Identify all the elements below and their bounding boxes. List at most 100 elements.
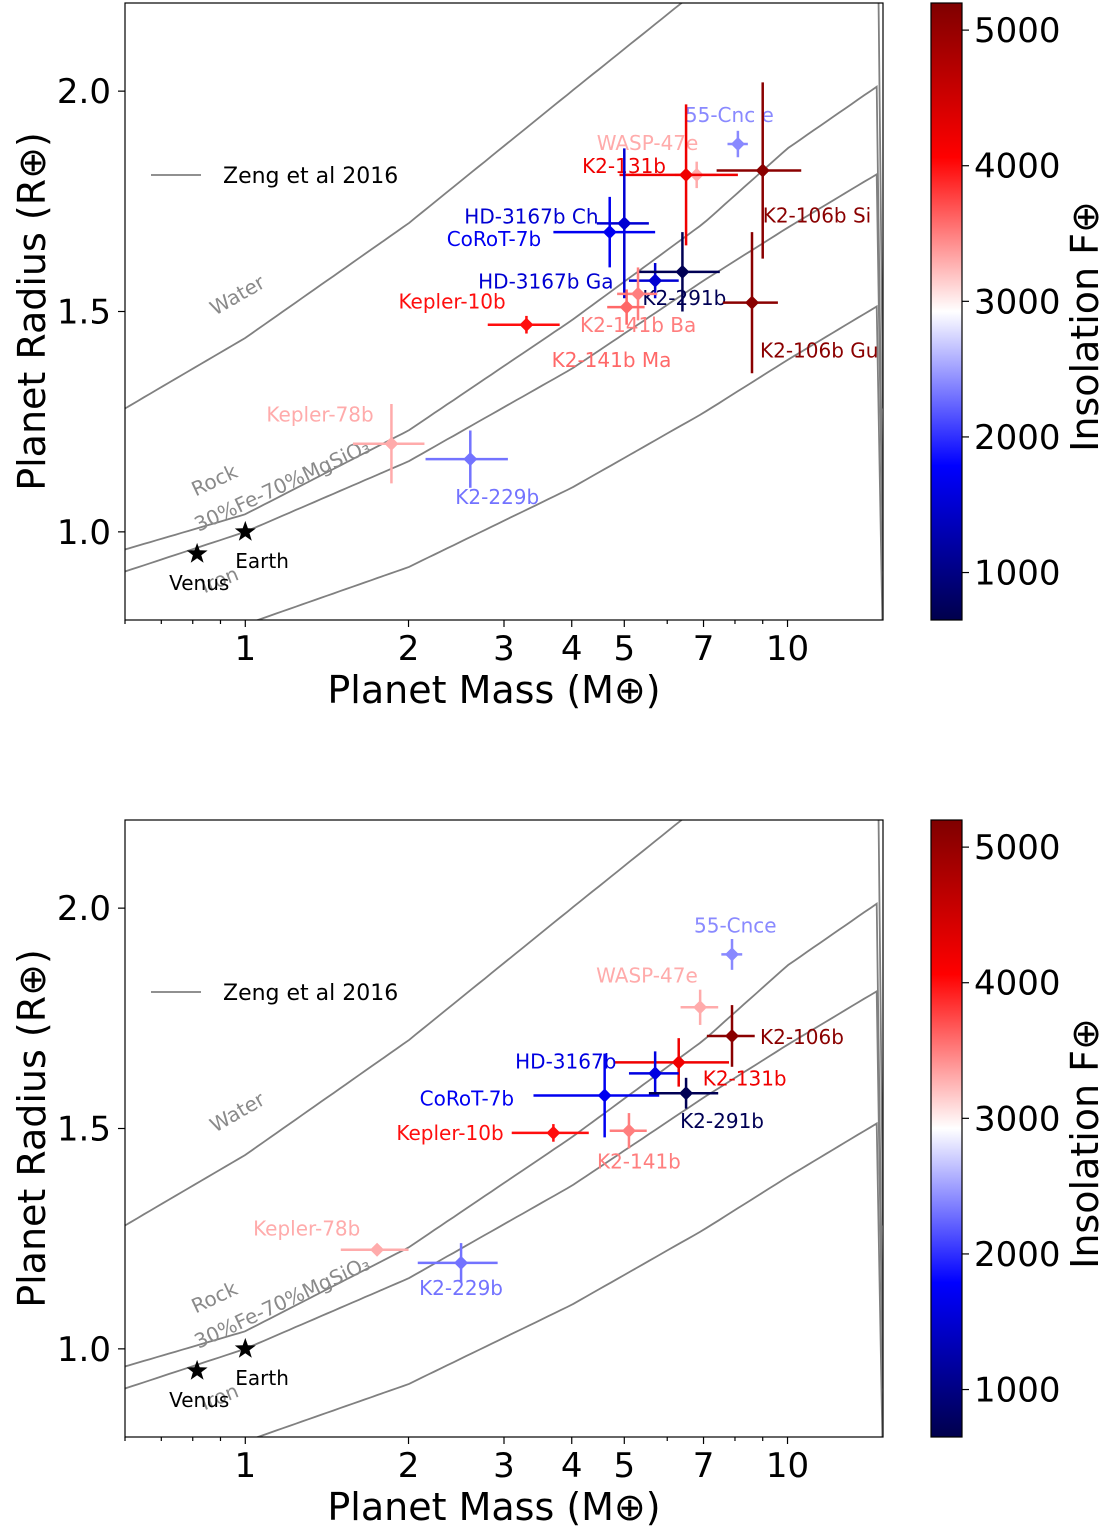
y-tick-label: 1.0 — [57, 513, 111, 553]
planet-marker — [648, 273, 663, 288]
star-venus — [186, 1359, 208, 1380]
legend-label: Zeng et al 2016 — [223, 981, 398, 1006]
planet-point: CoRoT-7b — [447, 196, 656, 268]
planet-point: 55-Cnc e — [685, 103, 774, 158]
planet-point: K2-106b — [706, 1005, 844, 1067]
colorbar-tick-label: 3000 — [974, 1099, 1061, 1139]
planet-point: Kepler-78b — [266, 403, 425, 484]
planet-label: K2-106b Si — [763, 203, 872, 227]
planet-label: K2-291b — [642, 286, 726, 310]
planet-point: Kepler-10b — [398, 290, 560, 334]
x-tick-label: 7 — [693, 1446, 715, 1486]
colorbar-tick-label: 4000 — [974, 964, 1061, 1004]
x-tick-label: 3 — [493, 1446, 515, 1486]
planet-point: K2-291b — [648, 1077, 764, 1133]
x-tick-label: 7 — [693, 629, 715, 669]
planet-point: WASP-47e — [596, 963, 719, 1025]
planet-marker — [384, 436, 399, 451]
planet-label: HD-3167b Ga — [478, 270, 613, 294]
planet-label: K2-106b Gu — [760, 339, 878, 363]
planet-label: 55-Cnce — [694, 913, 777, 937]
y-axis-label: Planet Radius (R⊕) — [10, 949, 54, 1308]
planet-marker — [725, 1028, 740, 1043]
planet-marker — [597, 1088, 612, 1103]
planet-label: CoRoT-7b — [420, 1086, 514, 1110]
planet-point: K2-229b — [425, 430, 539, 509]
planet-label: WASP-47e — [596, 963, 698, 987]
x-tick-label: 10 — [766, 629, 809, 669]
planet-point: K2-106b Gu — [722, 232, 878, 374]
curve-3 — [255, 1121, 883, 1437]
planet-point: K2-291b — [638, 232, 726, 312]
star-label-earth: Earth — [235, 549, 289, 573]
x-tick-label: 2 — [398, 629, 420, 669]
planet-label: K2-131b — [703, 1066, 787, 1090]
x-tick-label: 5 — [613, 629, 635, 669]
planet-label: K2-291b — [680, 1109, 764, 1133]
planet-label: K2-229b — [419, 1276, 503, 1300]
planet-marker — [602, 225, 617, 240]
colorbar-tick-label: 2000 — [974, 418, 1061, 458]
curve-0 — [125, 820, 883, 1227]
planet-marker — [675, 264, 690, 279]
planet-point: Kepler-10b — [396, 1121, 589, 1145]
planet-point: K2-229b — [417, 1243, 503, 1300]
colorbar: 1000 2000 3000 4000 5000 Insolation F⊕ — [930, 2, 1107, 621]
x-tick-label: 4 — [561, 629, 583, 669]
planet-label: K2-106b — [760, 1025, 844, 1049]
planet-label: K2-141b Ma — [552, 348, 672, 372]
curve-1 — [125, 901, 883, 1368]
colorbar-tick-label: 3000 — [974, 282, 1061, 322]
colorbar-gradient — [930, 819, 963, 1438]
planet-marker — [648, 1066, 663, 1081]
planet-marker — [619, 300, 634, 315]
curve-1 — [125, 84, 883, 551]
planet-point: K2-141b Ba — [580, 267, 696, 337]
planet-label: CoRoT-7b — [447, 227, 541, 251]
planet-point: K2-141b Ma — [552, 289, 672, 372]
colorbar-tick-label: 1000 — [974, 1371, 1061, 1411]
x-tick-label: 10 — [766, 1446, 809, 1486]
planet-point: HD-3167b Ch — [464, 148, 649, 299]
x-tick-label: 5 — [613, 1446, 635, 1486]
planet-point: HD-3167b Ga — [478, 263, 679, 299]
x-axis-label: Planet Mass (M⊕) — [327, 668, 660, 712]
x-axis-label: Planet Mass (M⊕) — [327, 1485, 660, 1529]
planet-marker — [725, 947, 740, 962]
star-label-venus: Venus — [169, 1388, 229, 1412]
colorbar-label: Insolation F⊕ — [1063, 201, 1107, 452]
planet-point: K2-106b Si — [716, 82, 872, 259]
y-tick-label: 2.0 — [57, 889, 111, 929]
curve-label-0: Water — [206, 1087, 270, 1138]
star-venus — [186, 542, 208, 563]
planet-label: Kepler-78b — [266, 403, 373, 427]
planet-marker — [463, 452, 478, 467]
colorbar-label: Insolation F⊕ — [1063, 1018, 1107, 1269]
colorbar-tick-label: 2000 — [974, 1235, 1061, 1275]
planet-marker — [679, 1086, 694, 1101]
star-label-venus: Venus — [169, 571, 229, 595]
x-tick-label: 4 — [561, 1446, 583, 1486]
planet-label: HD-3167b Ch — [464, 204, 598, 228]
planet-point: K2-141b — [597, 1113, 681, 1174]
planet-marker — [370, 1242, 385, 1257]
planet-marker — [693, 1000, 708, 1015]
planet-label: HD-3167b — [515, 1049, 616, 1073]
y-tick-label: 2.0 — [57, 72, 111, 112]
planet-marker — [679, 167, 694, 182]
planet-point: Kepler-78b — [253, 1217, 409, 1257]
planet-label: Kepler-78b — [253, 1217, 360, 1241]
planet-label: 55-Cnc e — [685, 103, 774, 127]
colorbar-tick-label: 1000 — [974, 554, 1061, 594]
planet-point: HD-3167b — [515, 1049, 679, 1096]
colorbar: 1000 2000 3000 4000 5000 Insolation F⊕ — [930, 819, 1107, 1438]
curve-3 — [255, 304, 883, 620]
planet-label: K2-141b — [597, 1150, 681, 1174]
planet-marker — [755, 163, 770, 178]
star-label-earth: Earth — [235, 1366, 289, 1390]
x-tick-label: 1 — [234, 1446, 256, 1486]
curve-label-0: Water — [206, 270, 270, 321]
